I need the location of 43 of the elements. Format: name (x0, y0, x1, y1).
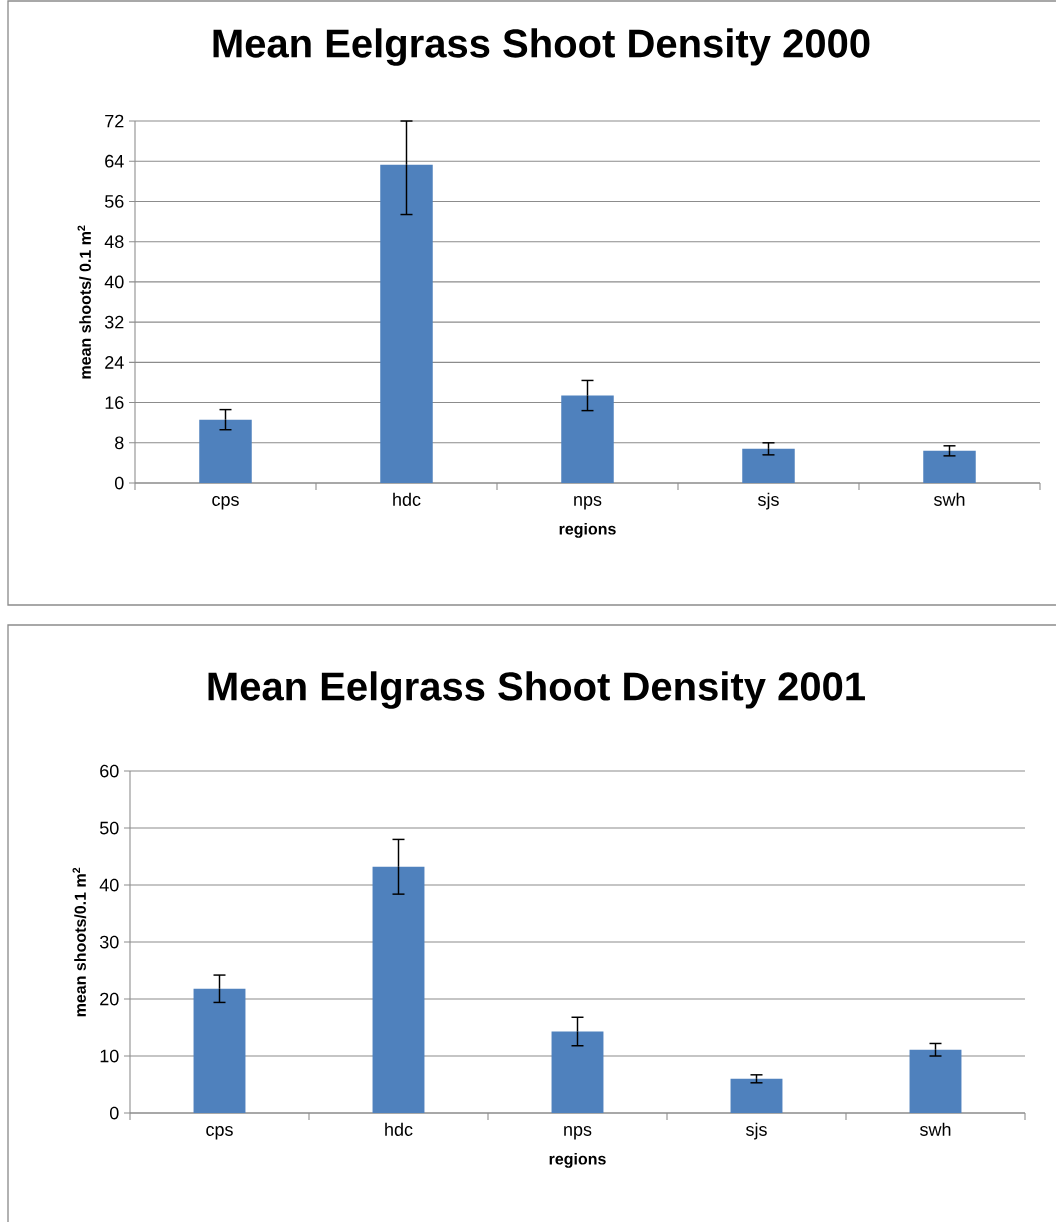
x-tick-label: hdc (385, 1122, 413, 1136)
bar (551, 1031, 604, 1114)
bar (923, 450, 976, 484)
chart-title: Mean Eelgrass Shoot Density 2001 (208, 671, 865, 709)
y-tick-label: 48 (104, 235, 124, 249)
bar (380, 164, 433, 484)
y-tick-label: 56 (104, 195, 124, 208)
x-tick-label: cps (212, 496, 239, 510)
y-tick-label: 72 (105, 114, 124, 128)
y-tick-label: 30 (99, 935, 119, 949)
y-axis-title: mean shoots/0.1 m$^{2}$ (72, 867, 87, 1017)
x-axis-title: regions (559, 522, 616, 538)
bar (730, 1078, 783, 1114)
x-tick-label: nps (564, 1126, 592, 1140)
y-tick-label: 20 (100, 992, 119, 1006)
x-tick-label: sjs (758, 492, 779, 510)
x-tick-label: hdc (393, 492, 421, 506)
x-tick-label: sjs (746, 1122, 767, 1140)
x-tick-label: swh (933, 492, 965, 506)
bar (199, 419, 252, 484)
y-tick-label: 32 (104, 315, 124, 329)
y-tick-label: 50 (99, 821, 119, 835)
x-tick-label: cps (206, 1126, 233, 1140)
y-tick-label: 40 (99, 878, 119, 892)
y-tick-label: 64 (105, 154, 124, 168)
y-tick-label: 0 (109, 1106, 119, 1120)
y-tick-label: 10 (100, 1049, 119, 1063)
y-tick-label: 8 (115, 436, 124, 450)
y-tick-label: 40 (104, 275, 124, 289)
y-tick-label: 16 (105, 396, 124, 409)
bar (742, 448, 795, 484)
bar (372, 866, 425, 1114)
y-axis-title: mean shoots/ 0.1 m$^{2}$ (77, 225, 92, 379)
y-tick-label: 60 (100, 764, 119, 778)
chart-title: Mean Eelgrass Shoot Density 2000 (213, 28, 870, 66)
x-axis-title: regions (549, 1152, 606, 1168)
x-tick-label: swh (919, 1122, 951, 1136)
y-tick-label: 24 (105, 356, 124, 369)
y-tick-label: 0 (114, 476, 124, 490)
bar (193, 988, 246, 1114)
x-tick-label: nps (574, 496, 602, 510)
bar (561, 395, 614, 484)
bar (909, 1049, 962, 1114)
